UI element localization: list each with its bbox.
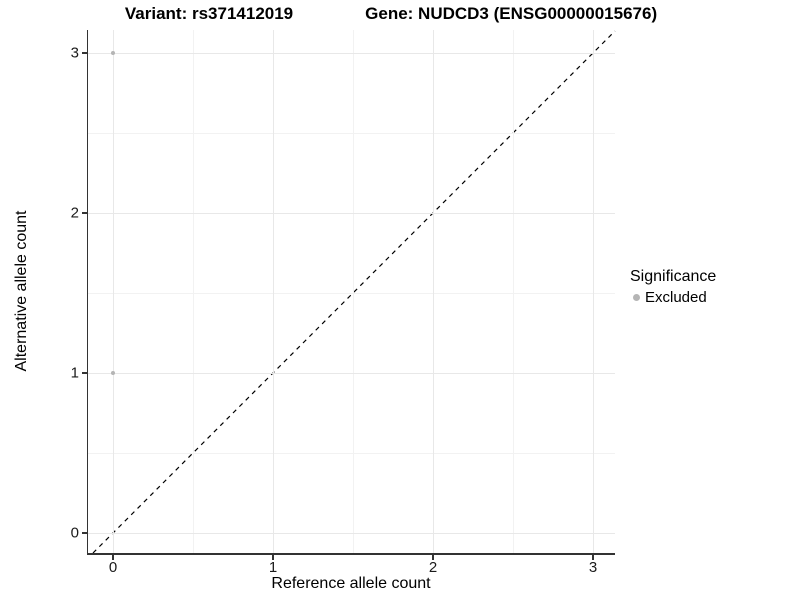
legend-title: Significance [630,268,717,285]
gridline-y-minor [88,453,615,454]
y-axis-title: Alternative allele count [13,210,30,372]
gridline-x-major [433,30,434,553]
y-axis-line [86,30,89,555]
x-axis-tick-label: 3 [588,559,598,576]
y-axis-tick-mark [81,532,87,534]
x-axis-title: Reference allele count [271,575,431,592]
identity-reference-line [92,30,616,554]
y-axis-tick-label: 1 [70,364,79,382]
plot-panel [88,30,616,554]
y-axis-tick-label: 0 [70,524,79,542]
gridline-y-minor [88,133,615,134]
plot-title: Variant: rs371412019 Gene: NUDCD3 (ENSG0… [0,4,782,24]
excluded-point-icon [633,294,640,301]
data-point [110,370,116,376]
legend-item-excluded: Excluded [633,289,716,306]
y-axis-tick-mark [81,52,87,54]
plot-title-gene: Gene: NUDCD3 (ENSG00000015676) [365,4,658,23]
gridline-x-major [273,30,274,553]
x-axis-tick-mark [432,554,434,560]
gridline-y-major [88,373,615,374]
x-axis-tick-mark [272,554,274,560]
gridline-y-major [88,213,615,214]
gridline-x-major [593,30,594,553]
legend: Significance Excluded [630,268,716,306]
x-axis-tick-label: 0 [108,559,118,576]
gridline-x-minor [513,30,514,553]
gridline-x-minor [353,30,354,553]
x-axis-tick-mark [112,554,114,560]
x-axis-tick-mark [592,554,594,560]
data-point [110,50,116,56]
gridline-x-major [113,30,114,553]
y-axis-tick-mark [81,212,87,214]
x-axis-tick-label: 1 [268,559,278,576]
plot-title-variant: Variant: rs371412019 [124,4,294,23]
gridline-y-minor [88,293,615,294]
gridline-y-major [88,533,615,534]
y-axis-tick-label: 2 [70,204,79,222]
x-axis-tick-label: 2 [428,559,438,576]
y-axis-tick-label: 3 [70,44,79,62]
gridline-x-minor [193,30,194,553]
x-axis-line [86,553,616,555]
legend-item-label: Excluded [645,289,707,306]
y-axis-tick-mark [81,372,87,374]
gridline-y-major [88,53,615,54]
